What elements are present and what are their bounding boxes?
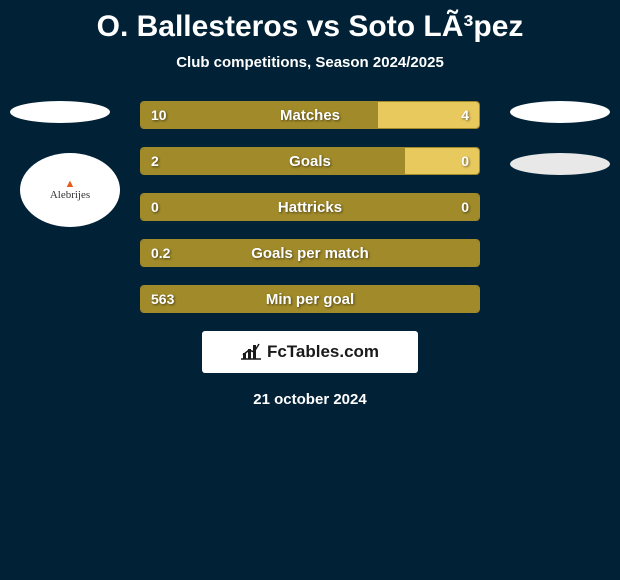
stat-label: Hattricks	[141, 194, 479, 220]
brand-box: FcTables.com	[202, 331, 418, 373]
player-right-placeholder-1	[510, 101, 610, 123]
stat-label: Min per goal	[141, 286, 479, 312]
stat-row: 563Min per goal	[140, 285, 480, 313]
stat-value-right: 0	[461, 148, 469, 174]
comparison-content: ▲ Alebrijes 10Matches42Goals00Hattricks0…	[0, 101, 620, 408]
stat-row: 10Matches4	[140, 101, 480, 129]
page-subtitle: Club competitions, Season 2024/2025	[0, 54, 620, 71]
stat-row: 0Hattricks0	[140, 193, 480, 221]
team-badge-text: ▲ Alebrijes	[50, 179, 90, 201]
brand-text: FcTables.com	[267, 342, 379, 362]
team-badge-label: Alebrijes	[50, 189, 90, 201]
team-badge: ▲ Alebrijes	[20, 153, 120, 227]
stat-label: Matches	[141, 102, 479, 128]
stat-label: Goals per match	[141, 240, 479, 266]
stat-row: 0.2Goals per match	[140, 239, 480, 267]
stat-value-right: 0	[461, 194, 469, 220]
stat-row: 2Goals0	[140, 147, 480, 175]
stat-value-right: 4	[461, 102, 469, 128]
date-text: 21 october 2024	[0, 391, 620, 408]
page-title: O. Ballesteros vs Soto LÃ³pez	[0, 0, 620, 44]
stat-label: Goals	[141, 148, 479, 174]
brand-chart-icon	[241, 341, 263, 363]
player-left-placeholder-1	[10, 101, 110, 123]
player-right-placeholder-2	[510, 153, 610, 175]
stat-bars: 10Matches42Goals00Hattricks00.2Goals per…	[140, 101, 480, 313]
